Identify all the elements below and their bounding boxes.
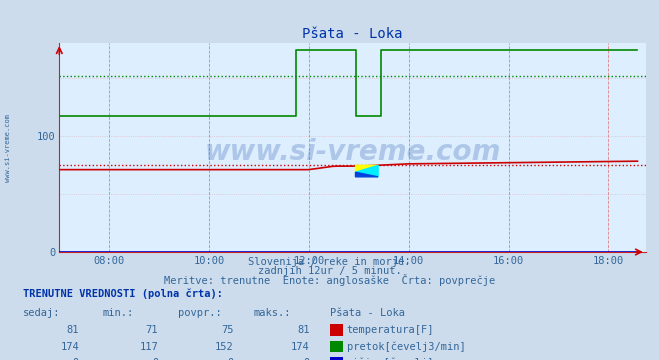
Text: 152: 152 [215, 342, 234, 352]
Text: maks.:: maks.: [254, 308, 291, 318]
Text: Meritve: trenutne  Enote: anglosaške  Črta: povprečje: Meritve: trenutne Enote: anglosaške Črta… [164, 274, 495, 286]
Text: višina[čevelj]: višina[čevelj] [347, 357, 434, 360]
Text: min.:: min.: [102, 308, 133, 318]
Text: Slovenija / reke in morje.: Slovenija / reke in morje. [248, 257, 411, 267]
Text: 71: 71 [146, 325, 158, 335]
Text: 81: 81 [67, 325, 79, 335]
Text: 0: 0 [152, 358, 158, 360]
Text: povpr.:: povpr.: [178, 308, 221, 318]
Text: 0: 0 [73, 358, 79, 360]
Text: sedaj:: sedaj: [23, 308, 61, 318]
Text: 81: 81 [297, 325, 310, 335]
Polygon shape [355, 172, 378, 177]
Polygon shape [355, 165, 378, 172]
Text: pretok[čevelj3/min]: pretok[čevelj3/min] [347, 341, 465, 352]
Text: temperatura[F]: temperatura[F] [347, 325, 434, 335]
Text: 0: 0 [228, 358, 234, 360]
Text: 0: 0 [304, 358, 310, 360]
Text: 75: 75 [221, 325, 234, 335]
Text: TRENUTNE VREDNOSTI (polna črta):: TRENUTNE VREDNOSTI (polna črta): [23, 288, 223, 299]
Text: 174: 174 [291, 342, 310, 352]
Polygon shape [355, 165, 378, 177]
Text: www.si-vreme.com: www.si-vreme.com [204, 138, 501, 166]
Text: www.si-vreme.com: www.si-vreme.com [5, 114, 11, 181]
Text: Pšata - Loka: Pšata - Loka [330, 308, 405, 318]
Text: 174: 174 [61, 342, 79, 352]
Text: zadnjih 12ur / 5 minut.: zadnjih 12ur / 5 minut. [258, 266, 401, 276]
Text: 117: 117 [140, 342, 158, 352]
Title: Pšata - Loka: Pšata - Loka [302, 27, 403, 41]
